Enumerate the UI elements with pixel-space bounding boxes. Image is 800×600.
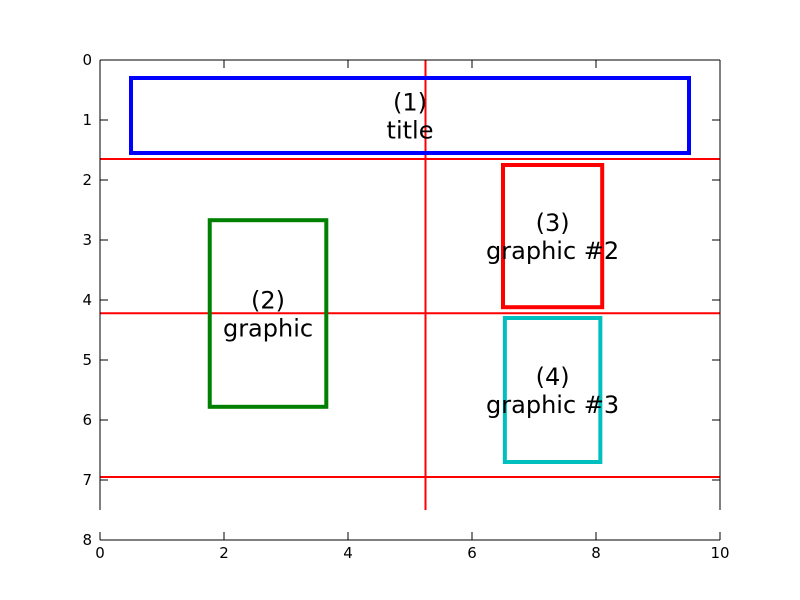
graphic-box-number: (2)	[251, 287, 285, 315]
graphic-box-label: graphic	[223, 315, 313, 343]
axis-ticks	[99, 59, 721, 541]
x-tick-label-2: 4	[343, 544, 353, 562]
y-tick-label-0: 0	[82, 51, 92, 69]
title-box: (1)title	[129, 76, 691, 155]
plot-area	[100, 60, 720, 540]
title-box-label: title	[387, 117, 434, 145]
y-tick-label-8: 8	[82, 531, 92, 549]
y-tick-label-1: 1	[82, 111, 92, 129]
x-tick-label-4: 8	[591, 544, 601, 562]
graphic-2-box-label: graphic #2	[486, 237, 619, 265]
y-tick-label-3: 3	[82, 231, 92, 249]
plot-background	[100, 60, 720, 540]
graphic-2-box: (3)graphic #2	[486, 163, 619, 310]
graphic-box: (2)graphic	[207, 218, 329, 409]
title-box-rect	[129, 76, 691, 155]
axis-tick-labels: 0 2 4 6 8 10 0 1 2 3 4 5 6 7 8	[82, 51, 729, 562]
graphic-3-box-rect	[502, 316, 603, 464]
graphic-3-box-label: graphic #3	[486, 391, 619, 419]
graphic-3-box: (4)graphic #3	[486, 316, 619, 464]
y-tick-label-6: 6	[82, 411, 92, 429]
graphic-2-box-number: (3)	[536, 209, 570, 237]
layout-boxes: (1)title(2)graphic(3)graphic #2(4)graphi…	[129, 76, 691, 464]
y-tick-label-5: 5	[82, 351, 92, 369]
graphic-box-rect	[207, 218, 329, 409]
y-tick-label-2: 2	[82, 171, 92, 189]
graphic-2-box-rect	[501, 163, 605, 310]
x-tick-label-5: 10	[710, 544, 729, 562]
x-tick-label-0: 0	[95, 544, 105, 562]
title-box-number: (1)	[393, 89, 427, 117]
x-tick-label-1: 2	[219, 544, 229, 562]
x-tick-label-3: 6	[467, 544, 477, 562]
y-tick-label-7: 7	[82, 471, 92, 489]
axes-frame	[99, 59, 721, 541]
y-tick-label-4: 4	[82, 291, 92, 309]
guide-lines	[100, 60, 720, 510]
graphic-3-box-number: (4)	[536, 363, 570, 391]
